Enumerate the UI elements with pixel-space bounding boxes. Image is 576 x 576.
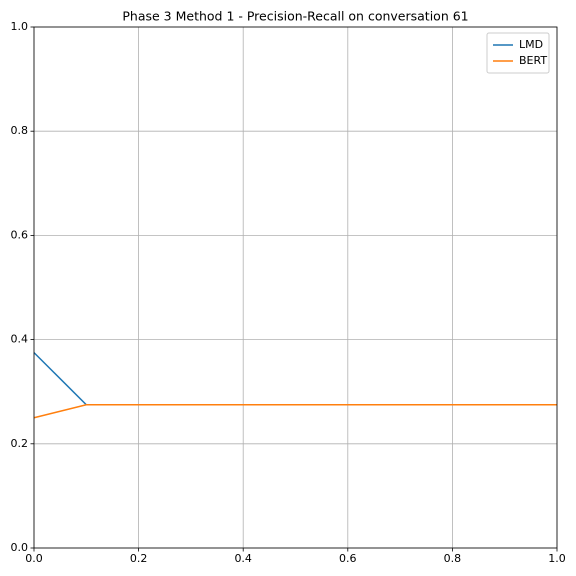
y-tick-label: 0.8 <box>11 124 29 137</box>
legend-label: BERT <box>519 54 547 67</box>
x-tick-label: 0.2 <box>130 552 148 565</box>
x-tick-label: 0.8 <box>444 552 462 565</box>
y-tick-label: 0.2 <box>11 437 29 450</box>
x-tick-label: 0.4 <box>234 552 252 565</box>
plot-frame <box>33 26 558 549</box>
y-tick-label: 0.0 <box>11 541 29 554</box>
series-line <box>33 403 557 419</box>
y-tick-label: 0.6 <box>11 228 29 241</box>
y-tick-label: 1.0 <box>11 20 29 33</box>
x-tick-label: 1.0 <box>548 552 566 565</box>
y-tick-label: 0.4 <box>11 333 29 346</box>
legend-label: LMD <box>519 38 543 51</box>
x-tick-label: 0.0 <box>25 552 43 565</box>
legend-box <box>486 32 550 74</box>
x-tick-label: 0.6 <box>339 552 357 565</box>
chart-title: Phase 3 Method 1 - Precision-Recall on c… <box>122 9 468 24</box>
